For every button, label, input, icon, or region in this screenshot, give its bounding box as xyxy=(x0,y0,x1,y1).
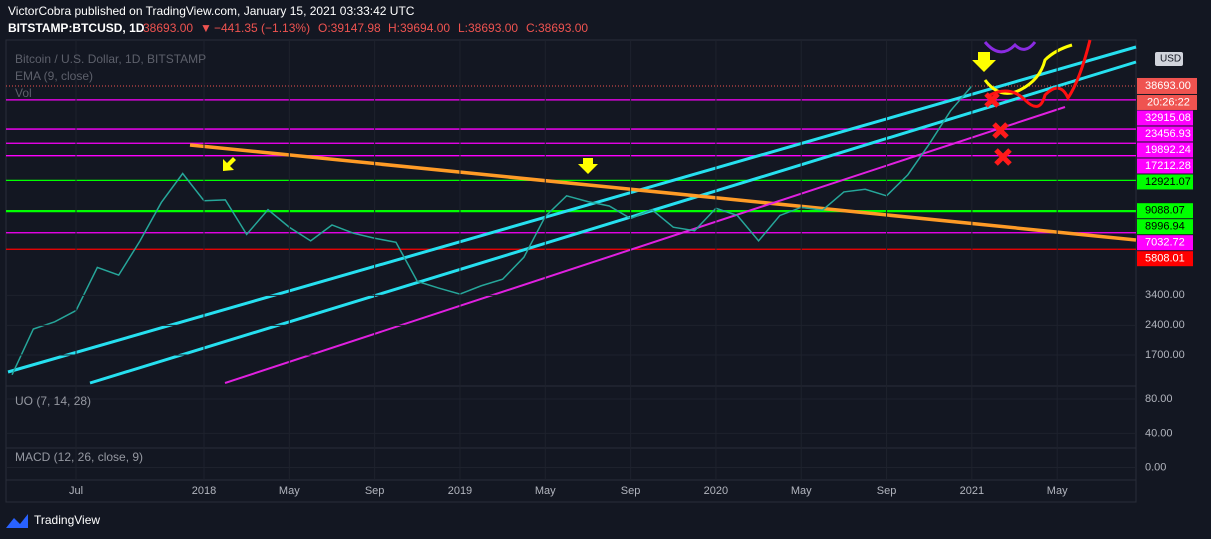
logo xyxy=(6,514,28,528)
level-tag xyxy=(1137,126,1193,142)
high: H:39694.00 xyxy=(388,21,450,35)
close: C:38693.00 xyxy=(526,21,588,35)
x-tick-label: Sep xyxy=(621,485,641,497)
level-label: 9088.07 xyxy=(1145,205,1185,217)
chart-frame xyxy=(5,39,1137,503)
y-tick-label: 40.00 xyxy=(1145,427,1173,439)
y-tick-label: 2400.00 xyxy=(1145,319,1185,331)
level-tag xyxy=(1137,158,1193,174)
level-label: 17212.28 xyxy=(1145,160,1191,172)
last-price: 38693.00 xyxy=(143,21,193,35)
indicator: Vol xyxy=(15,86,32,100)
low: L:38693.00 xyxy=(458,21,518,35)
arrows xyxy=(223,52,996,174)
last-price-label: 38693.00 xyxy=(1145,80,1191,92)
arrow: ▼ xyxy=(200,21,212,35)
trendline xyxy=(7,45,1137,374)
brand: TradingView xyxy=(34,513,100,527)
last-price-tag xyxy=(1137,77,1197,94)
y-tick-label: 0.00 xyxy=(1145,461,1166,473)
x-tick-label: May xyxy=(1047,485,1068,497)
y-tick-label: 80.00 xyxy=(1145,393,1173,405)
oscillator-title: UO (7, 14, 28) xyxy=(15,394,91,408)
level-tag xyxy=(1137,110,1193,126)
currency-tag xyxy=(1155,52,1183,66)
projection xyxy=(989,39,1092,108)
level-label: 19892.24 xyxy=(1145,144,1191,156)
publisher: VictorCobra published on TradingView.com… xyxy=(8,4,415,18)
level-tag xyxy=(1137,203,1193,219)
level-label: 5808.01 xyxy=(1145,253,1185,265)
projection xyxy=(983,41,1037,54)
x-tick-label: May xyxy=(279,485,300,497)
level-label: 8996.94 xyxy=(1145,221,1185,233)
level-tag xyxy=(1137,174,1193,190)
y-tick-label: 1700.00 xyxy=(1145,349,1185,361)
series-title: Bitcoin / U.S. Dollar, 1D, BITSTAMP xyxy=(15,52,206,66)
x-tick-label: 2021 xyxy=(960,485,984,497)
level-label: 7032.72 xyxy=(1145,237,1185,249)
x-tick-label: Sep xyxy=(877,485,897,497)
x-tick-label: May xyxy=(791,485,812,497)
x-tick-label: 2020 xyxy=(704,485,728,497)
level-label: 32915.08 xyxy=(1145,112,1191,124)
level-label: 12921.07 xyxy=(1145,176,1191,188)
level-tag xyxy=(1137,219,1193,235)
axes: 3400.00 2400.00 1700.00 Jul 2018 May Sep 2019 Ma… xyxy=(6,40,1185,497)
x-tick-label: Sep xyxy=(365,485,385,497)
level-tag xyxy=(1137,235,1193,251)
currency: USD xyxy=(1160,54,1181,65)
x-tick-label: 2019 xyxy=(448,485,472,497)
indicator: EMA (9, close) xyxy=(15,69,93,83)
open: O:39147.98 xyxy=(318,21,381,35)
symbol: BITSTAMP:BTCUSD, 1D xyxy=(8,21,145,35)
level-tag xyxy=(1137,251,1193,267)
y-tick-label: 3400.00 xyxy=(1145,289,1185,301)
countdown-tag xyxy=(1137,94,1197,110)
trendline xyxy=(224,106,1066,384)
x-tick-label: 2018 xyxy=(192,485,216,497)
x-tick-label: May xyxy=(535,485,556,497)
trendline xyxy=(189,143,1137,242)
x-marks xyxy=(984,92,1012,166)
change: −441.35 (−1.13%) xyxy=(214,21,310,35)
level-label: 23456.93 xyxy=(1145,128,1191,140)
x-tick-label: Jul xyxy=(69,485,83,497)
oscillator-title: MACD (12, 26, close, 9) xyxy=(15,450,143,464)
level-tag xyxy=(1137,142,1193,158)
price-line xyxy=(11,85,973,376)
countdown: 20:26:22 xyxy=(1147,96,1190,108)
trendline xyxy=(89,60,1137,385)
